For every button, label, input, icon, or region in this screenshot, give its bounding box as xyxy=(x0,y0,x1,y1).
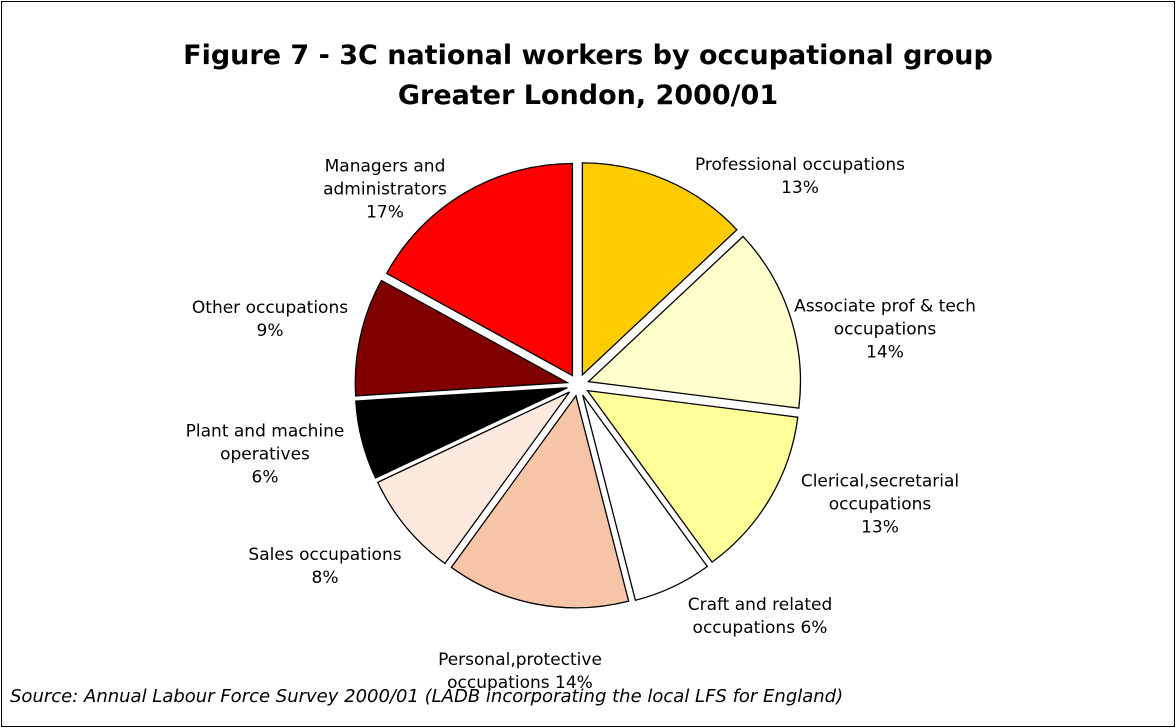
value-label: 8% xyxy=(311,568,339,588)
slice-label: Personal,protective occupations 14% xyxy=(420,649,620,695)
category-name: Personal,protective occupations xyxy=(438,650,602,693)
chart-title: Figure 7 - 3C national workers by occupa… xyxy=(183,40,993,71)
value-label: 17% xyxy=(366,202,404,223)
pie-slice xyxy=(581,162,738,377)
value-label: 14% xyxy=(555,673,593,693)
pie-slice xyxy=(355,387,568,479)
category-name: Other occupations xyxy=(191,298,349,318)
value-label: 13% xyxy=(861,517,899,538)
slice-label: Associate prof & tech occupations 14% xyxy=(785,296,985,365)
chart-subtitle: Greater London, 2000/01 xyxy=(397,80,779,111)
value-label: 9% xyxy=(256,321,284,341)
pie-slice xyxy=(354,279,570,397)
category-name: Managers and administrators xyxy=(323,156,447,200)
pie-slice xyxy=(586,389,799,564)
slice-label: Sales occupations 8% xyxy=(225,544,425,590)
pie-slice xyxy=(587,235,802,409)
value-label: 6% xyxy=(251,467,279,488)
source-note: Source: Annual Labour Force Survey 2000/… xyxy=(10,686,844,707)
category-name: Professional occupations xyxy=(694,155,906,175)
category-name: Sales occupations xyxy=(248,545,402,565)
pie-slice xyxy=(582,394,709,602)
pie-slice xyxy=(450,394,630,609)
pie-slice xyxy=(376,391,571,565)
slice-label: Other occupations 9% xyxy=(170,297,370,343)
value-label: 6% xyxy=(800,618,828,638)
value-label: 13% xyxy=(781,178,819,198)
category-name: Plant and machine operatives xyxy=(185,421,345,465)
slice-label: Clerical,secretarial occupations 13% xyxy=(790,471,970,540)
slice-label: Professional occupations 13% xyxy=(670,154,930,200)
category-name: Clerical,secretarial occupations xyxy=(800,471,960,515)
pie-slice xyxy=(385,162,574,377)
slice-label: Craft and related occupations 6% xyxy=(673,594,848,640)
category-name: Craft and related occupations xyxy=(687,595,833,638)
category-name: Associate prof & tech occupations xyxy=(794,296,976,340)
slice-label: Managers and administrators 17% xyxy=(310,156,460,225)
value-label: 14% xyxy=(866,342,904,363)
slice-label: Plant and machine operatives 6% xyxy=(175,421,355,490)
